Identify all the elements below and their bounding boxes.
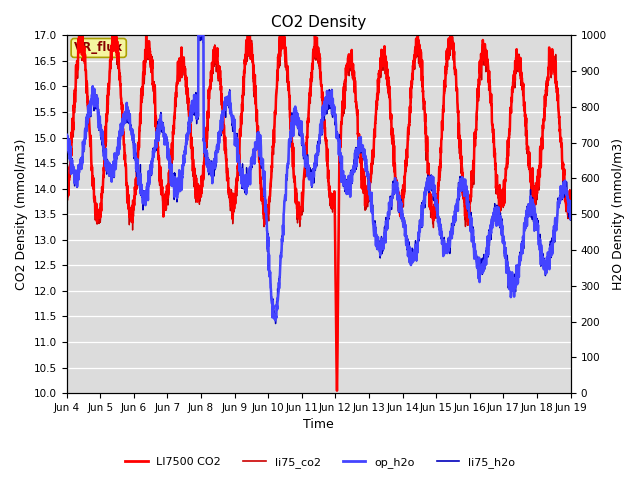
X-axis label: Time: Time <box>303 419 334 432</box>
Text: VR_flux: VR_flux <box>74 41 124 54</box>
Y-axis label: H2O Density (mmol/m3): H2O Density (mmol/m3) <box>612 138 625 290</box>
Y-axis label: CO2 Density (mmol/m3): CO2 Density (mmol/m3) <box>15 139 28 290</box>
Title: CO2 Density: CO2 Density <box>271 15 366 30</box>
Legend: LI7500 CO2, li75_co2, op_h2o, li75_h2o: LI7500 CO2, li75_co2, op_h2o, li75_h2o <box>121 452 519 472</box>
